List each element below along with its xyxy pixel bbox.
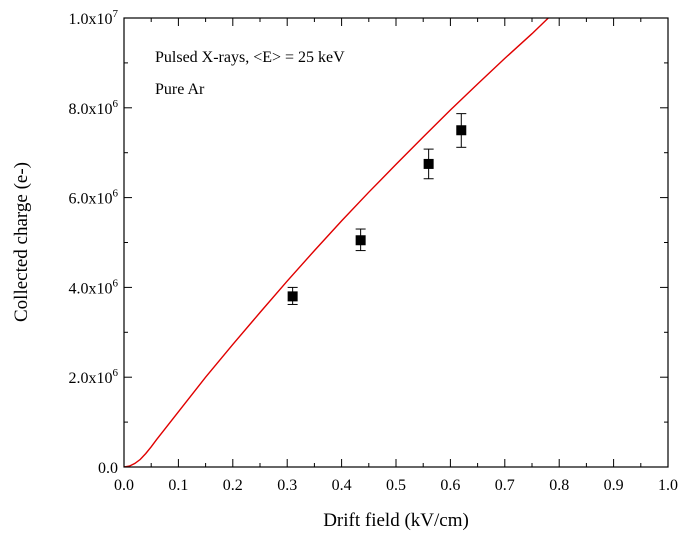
x-axis-title: Drift field (kV/cm)	[323, 510, 469, 531]
x-tick-label: 0.4	[332, 477, 352, 494]
x-tick-label: 0.6	[440, 477, 460, 494]
y-tick-label: 1.0x107	[69, 8, 119, 28]
data-point	[355, 228, 366, 252]
x-tick-label: 0.0	[114, 477, 134, 494]
fit-curve	[124, 18, 549, 467]
square-marker	[355, 235, 366, 246]
data-point	[423, 148, 434, 180]
tick-labels: 0.0 0.1 0.2 0.3 0.4 0.5 0.6 0.7 0.8 0.9 1.0 0.0 2.0x…	[69, 8, 679, 494]
x-tick-label: 0.8	[549, 477, 569, 494]
plot-frame	[123, 17, 669, 468]
x-tick-label: 1.0	[658, 477, 678, 494]
square-marker	[456, 125, 467, 136]
x-tick-label: 0.3	[277, 477, 297, 494]
annotation-gas: Pure Ar	[155, 81, 205, 98]
y-tick-label: 4.0x106	[69, 277, 119, 297]
fit-curve-layer	[124, 18, 549, 467]
x-tick-label: 0.9	[604, 477, 624, 494]
y-tick-label: 6.0x106	[69, 188, 119, 208]
axis-ticks	[123, 17, 669, 468]
x-tick-label: 0.7	[495, 477, 515, 494]
plot-area	[124, 18, 549, 467]
data-point	[456, 113, 467, 148]
data-points-layer	[287, 113, 467, 305]
y-tick-label: 8.0x106	[69, 98, 119, 118]
square-marker	[287, 291, 298, 302]
x-tick-label: 0.5	[386, 477, 406, 494]
x-tick-label: 0.1	[168, 477, 188, 494]
annotation-source: Pulsed X-rays, <E> = 25 keV	[155, 49, 345, 66]
square-marker	[423, 158, 434, 169]
data-point	[287, 286, 298, 305]
y-axis-title: Collected charge (e-)	[11, 162, 32, 322]
annotations: Pulsed X-rays, <E> = 25 keV Pure Ar	[155, 49, 345, 98]
x-tick-label: 0.2	[223, 477, 243, 494]
y-tick-label: 0.0	[98, 460, 118, 477]
y-tick-label: 2.0x106	[69, 367, 119, 387]
